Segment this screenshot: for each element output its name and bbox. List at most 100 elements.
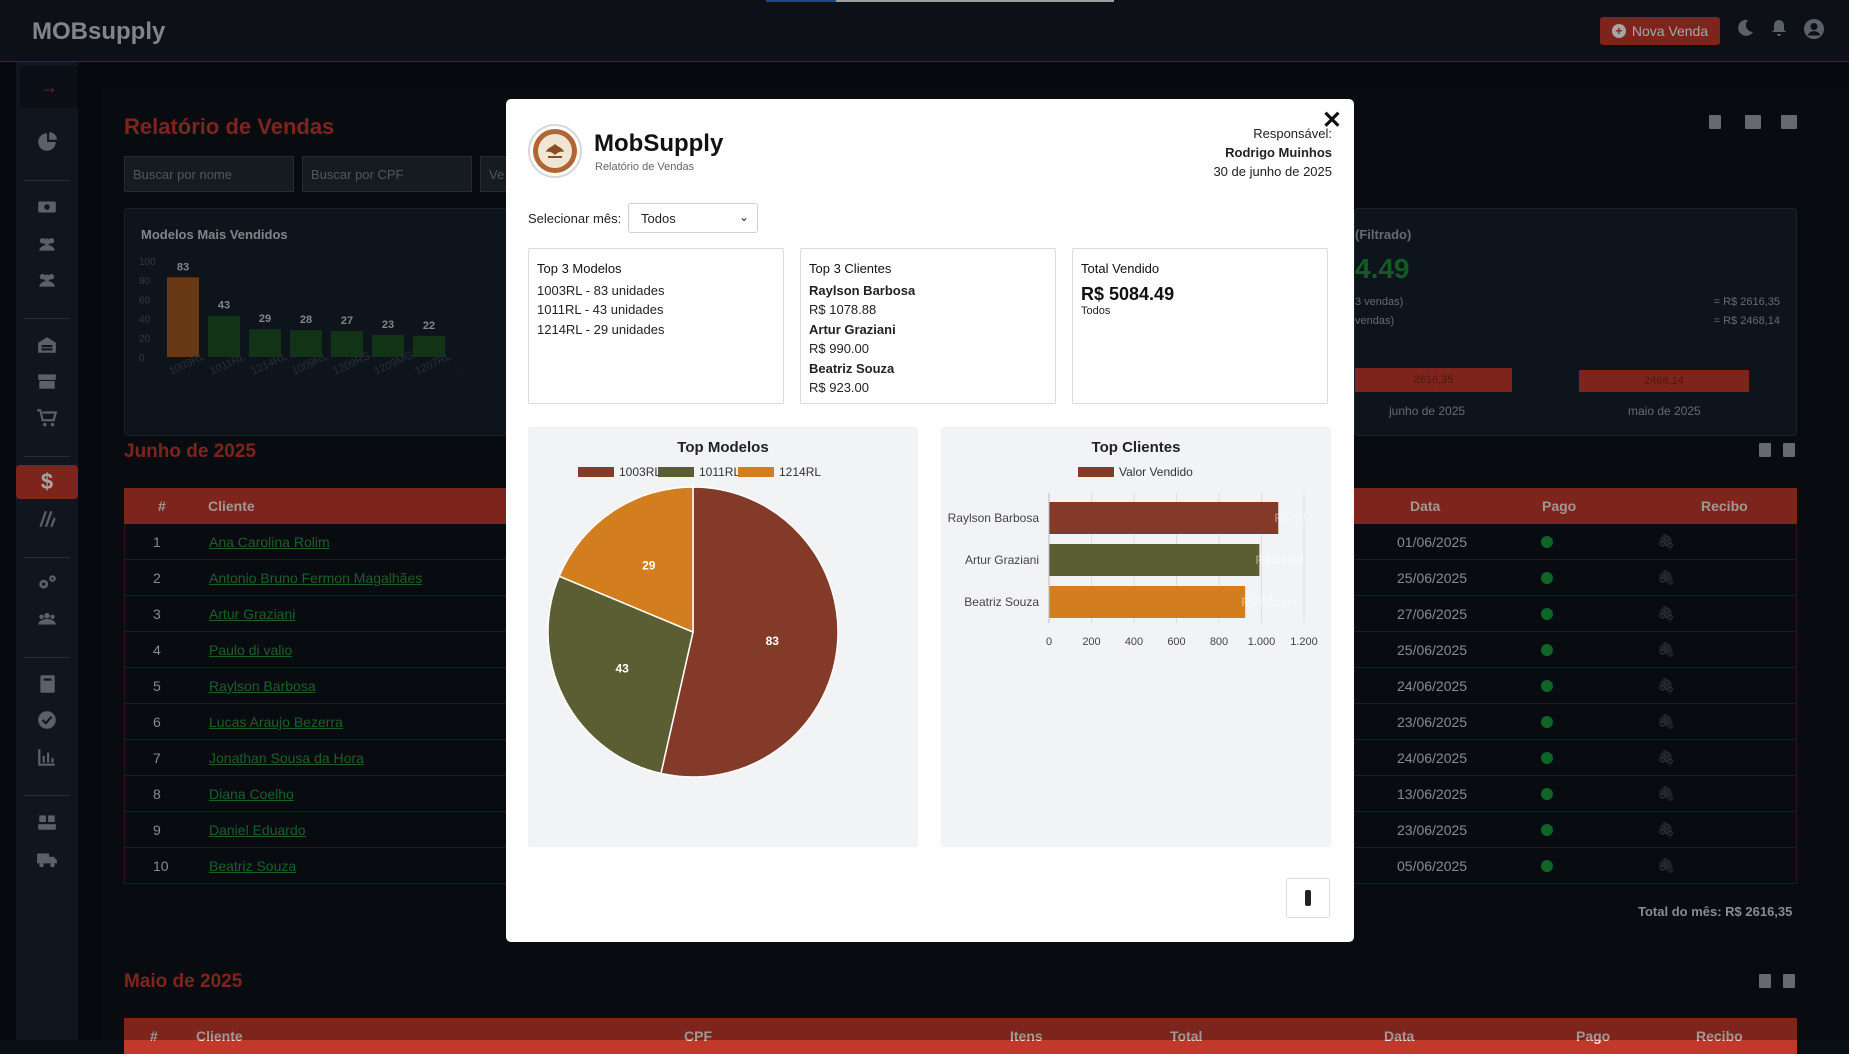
paid-status-dot: [1541, 788, 1553, 800]
month-select-label: Selecionar mês:: [528, 211, 622, 226]
moon-icon[interactable]: [1734, 18, 1756, 42]
sidebar-warehouse-icon[interactable]: [16, 328, 78, 362]
june-pdf-icon[interactable]: [1759, 443, 1771, 457]
receipt-clip-icon[interactable]: 🖇: [1657, 677, 1675, 693]
client-link[interactable]: Antonio Bruno Fermon Magalhães: [209, 570, 423, 586]
row-date: 05/06/2025: [1397, 858, 1468, 874]
pie-chart-panel: Top Modelos 1003RL 1011RL 1214RL 83 43 29: [528, 427, 918, 847]
bar-chart: Valor Vendido 0 200 400 600 800 1.000 1.200 Rayl…: [948, 465, 1318, 648]
file-export-icon[interactable]: [1745, 115, 1761, 129]
sidebar-boxes-icon[interactable]: [16, 364, 78, 398]
june-title: Junho de 2025: [124, 441, 256, 462]
client-link[interactable]: Beatriz Souza: [209, 858, 297, 874]
data-label: 28: [300, 314, 312, 326]
row-number: 9: [153, 822, 161, 838]
legend-label: Valor Vendido: [1119, 465, 1193, 479]
nova-venda-button[interactable]: + Nova Venda: [1600, 17, 1720, 45]
client-link[interactable]: Paulo di valio: [209, 642, 293, 658]
y-tick-label: 0: [139, 353, 145, 364]
client-link[interactable]: Artur Graziani: [209, 606, 296, 622]
data-label: 22: [423, 320, 435, 332]
sidebar-book-icon[interactable]: [16, 667, 78, 701]
sidebar-settings-icon[interactable]: [16, 566, 78, 600]
june-excel-icon[interactable]: [1783, 443, 1795, 457]
close-icon[interactable]: ✕: [1321, 107, 1342, 134]
top-client-name: Raylson Barbosa: [809, 282, 916, 298]
bar: [249, 329, 281, 357]
sidebar-toggle-arrow-icon[interactable]: →: [20, 66, 78, 108]
top-model-item: 1214RL - 29 unidades: [537, 321, 665, 337]
month-select[interactable]: Todos ⌄: [628, 203, 758, 233]
sidebar-team-icon[interactable]: [16, 602, 78, 636]
receipt-clip-icon[interactable]: 🖇: [1657, 713, 1675, 729]
bar: [1049, 544, 1260, 576]
receipt-clip-icon[interactable]: 🖇: [1657, 857, 1675, 873]
may-pdf-icon[interactable]: [1759, 974, 1771, 988]
top-client-value: R$ 923.00: [809, 380, 869, 395]
sidebar: [16, 62, 78, 1040]
sidebar-ruler-icon[interactable]: [16, 502, 78, 536]
paid-status-dot: [1541, 824, 1553, 836]
sidebar-chart-icon[interactable]: [16, 740, 78, 774]
top-model-item: 1011RL - 43 unidades: [537, 302, 664, 317]
summary-title: (Filtrado): [1355, 227, 1412, 242]
total-sold-title: Total Vendido: [1081, 261, 1160, 276]
col-num: #: [158, 498, 166, 514]
search-name-input[interactable]: Buscar por nome: [124, 156, 294, 192]
x-tick-label: 0: [1046, 636, 1052, 648]
sidebar-dashboard-icon[interactable]: [16, 125, 78, 159]
print-icon: [1305, 890, 1311, 906]
summary-label-may: maio de 2025: [1628, 404, 1701, 418]
sidebar-cart-icon[interactable]: [16, 401, 78, 435]
app-logo[interactable]: MOBsupply: [32, 18, 166, 45]
summary-value: 4.49: [1355, 253, 1410, 284]
file-import-icon[interactable]: [1781, 115, 1797, 129]
bar-chart-title: Top Clientes: [1091, 439, 1181, 456]
col-cliente: Cliente: [208, 498, 255, 514]
receipt-clip-icon[interactable]: 🖇: [1657, 749, 1675, 765]
top-models-box: Top 3 Modelos 1003RL - 83 unidades 1011R…: [528, 248, 784, 404]
user-avatar-icon[interactable]: [1803, 18, 1825, 42]
may-excel-icon[interactable]: [1783, 974, 1795, 988]
receipt-clip-icon[interactable]: 🖇: [1657, 641, 1675, 657]
client-link[interactable]: Ana Carolina Rolim: [209, 534, 330, 550]
sidebar-clients-icon[interactable]: [16, 227, 78, 261]
x-tick-label: 400: [1125, 636, 1143, 648]
receipt-clip-icon[interactable]: 🖇: [1657, 569, 1675, 585]
sidebar-check-icon[interactable]: [16, 703, 78, 737]
top-model-item: 1003RL - 83 unidades: [537, 282, 665, 298]
legend-label: 1003RL: [619, 465, 661, 479]
june-total: Total do mês: R$ 2616,35: [1638, 904, 1793, 919]
client-link[interactable]: Raylson Barbosa: [209, 678, 316, 694]
top-models-mini-chart: 100806040200831003RL431011RL291214RL2810…: [139, 257, 469, 378]
receipt-clip-icon[interactable]: 🖇: [1657, 533, 1675, 549]
top-models-card-title: Modelos Mais Vendidos: [141, 227, 288, 242]
pie-slice: [660, 486, 839, 778]
y-tick-label: Beatriz Souza: [964, 595, 1039, 609]
receipt-clip-icon[interactable]: 🖇: [1657, 605, 1675, 621]
search-cpf-input[interactable]: Buscar por CPF: [302, 156, 472, 192]
bar: [1049, 502, 1279, 534]
summary-eq2: = R$ 2468,14: [1713, 315, 1780, 327]
receipt-clip-icon[interactable]: 🖇: [1657, 785, 1675, 801]
row-number: 3: [153, 606, 161, 622]
sidebar-sales-icon[interactable]: [16, 190, 78, 224]
paid-status-dot: [1541, 752, 1553, 764]
receipt-clip-icon[interactable]: 🖇: [1657, 821, 1675, 837]
top-models-box-title: Top 3 Modelos: [537, 261, 622, 276]
sidebar-users-icon[interactable]: [16, 263, 78, 297]
pie-chart-title: Top Modelos: [677, 439, 769, 456]
client-link[interactable]: Daniel Eduardo: [209, 822, 306, 838]
print-button[interactable]: [1286, 878, 1330, 918]
pdf-export-icon[interactable]: [1709, 115, 1721, 129]
row-date: 25/06/2025: [1397, 642, 1468, 658]
total-sold-note: Todos: [1081, 305, 1111, 317]
client-link[interactable]: Lucas Araujo Bezerra: [209, 714, 343, 730]
sidebar-dollar-icon[interactable]: $: [16, 465, 78, 499]
client-link[interactable]: Diana Coelho: [209, 786, 294, 802]
sidebar-truck-icon[interactable]: [16, 842, 78, 876]
client-link[interactable]: Jonathan Sousa da Hora: [209, 750, 364, 766]
loading-progress: [766, 0, 1114, 2]
sidebar-pallet-icon[interactable]: [16, 805, 78, 839]
bell-icon[interactable]: [1768, 18, 1790, 42]
